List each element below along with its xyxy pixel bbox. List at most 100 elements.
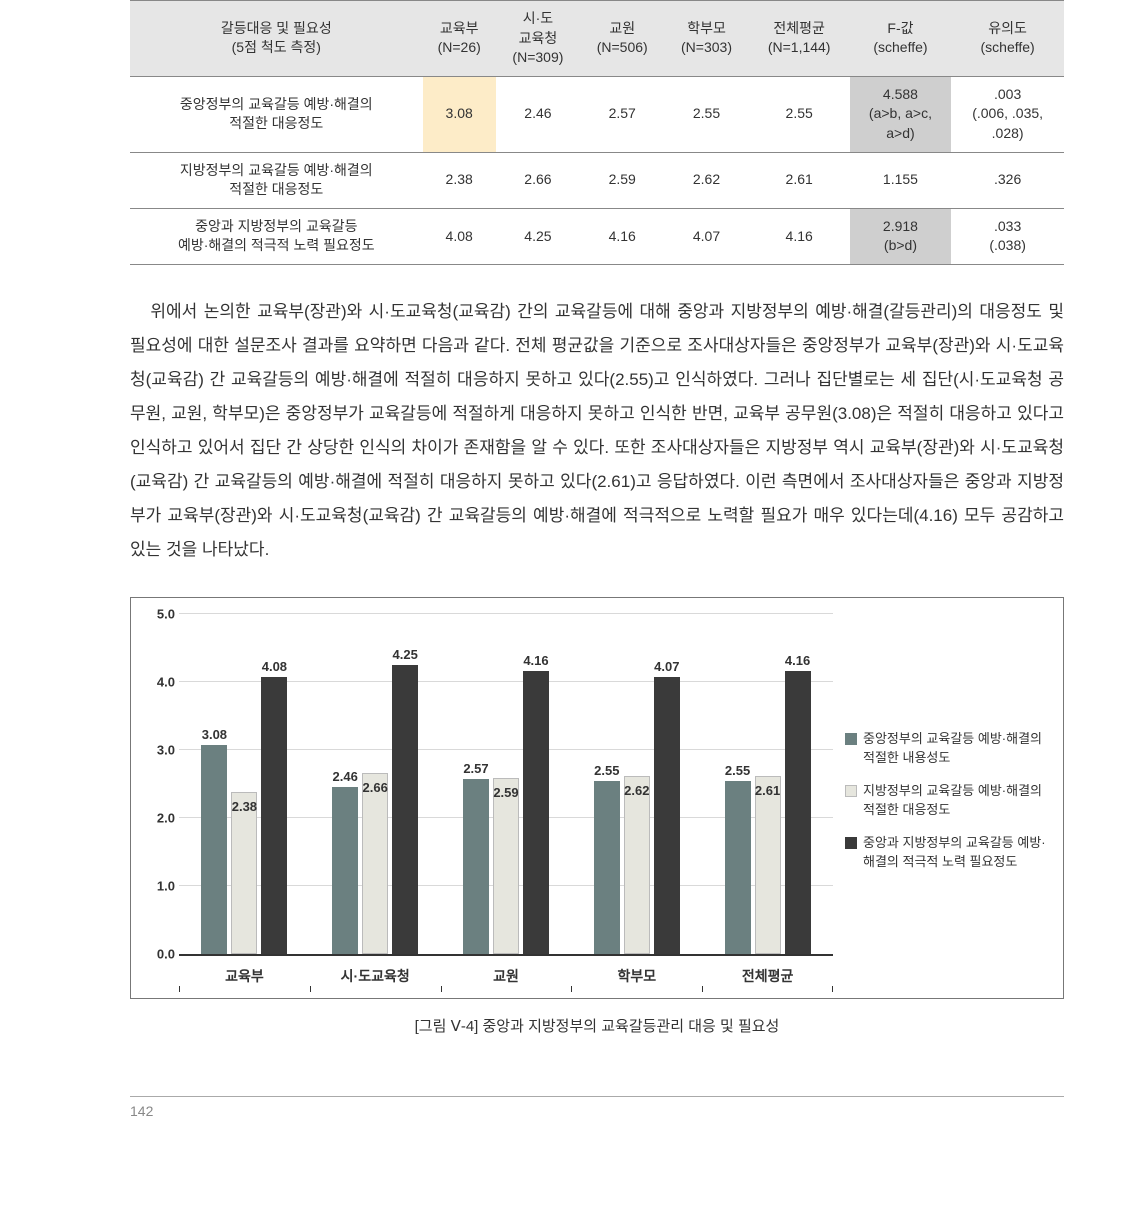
th-item: 갈등대응 및 필요성(5점 척도 측정) — [130, 1, 423, 77]
bar-value-label: 2.62 — [624, 783, 649, 798]
y-axis-label: 2.0 — [143, 810, 175, 825]
bar-group: 2.46 2.66 4.25 — [310, 616, 441, 954]
bar-value-label: 4.25 — [393, 647, 418, 662]
x-axis-label: 시·도교육청 — [310, 956, 441, 986]
th-group-c: 교원(N=506) — [580, 1, 664, 77]
legend-swatch-icon — [845, 733, 857, 745]
table-cell: 2.55 — [664, 76, 748, 152]
bar-group: 2.55 2.62 4.07 — [571, 616, 702, 954]
th-mean: 전체평균(N=1,144) — [749, 1, 850, 77]
table-cell: 1.155 — [850, 152, 952, 208]
th-group-a: 교육부(N=26) — [423, 1, 496, 77]
table-cell: 2.918(b>d) — [850, 208, 952, 264]
bar-group: 2.55 2.61 4.16 — [702, 616, 833, 954]
bar-value-label: 2.66 — [363, 780, 388, 795]
bar: 2.66 — [362, 773, 388, 954]
bar-value-label: 2.55 — [594, 763, 619, 778]
table-row: 중앙과 지방정부의 교육갈등예방·해결의 적극적 노력 필요정도4.084.25… — [130, 208, 1064, 264]
table-cell: 2.66 — [496, 152, 580, 208]
legend-label: 중앙정부의 교육갈등 예방·해결의 적절한 내용성도 — [863, 730, 1051, 768]
table-row: 중앙정부의 교육갈등 예방·해결의적절한 대응정도3.082.462.572.5… — [130, 76, 1064, 152]
x-axis-label: 교육부 — [179, 956, 310, 986]
table-row: 지방정부의 교육갈등 예방·해결의적절한 대응정도2.382.662.592.6… — [130, 152, 1064, 208]
table-header-row: 갈등대응 및 필요성(5점 척도 측정) 교육부(N=26) 시·도교육청(N=… — [130, 1, 1064, 77]
chart-plot-area: 0.01.02.03.04.05.03.082.384.082.462.664.… — [143, 616, 833, 986]
bar: 2.61 — [755, 776, 781, 953]
bar-value-label: 2.55 — [725, 763, 750, 778]
th-group-d: 학부모(N=303) — [664, 1, 748, 77]
bar-value-label: 2.59 — [493, 785, 518, 800]
bar-value-label: 2.57 — [463, 761, 488, 776]
table-cell: .326 — [951, 152, 1064, 208]
table-cell: 4.08 — [423, 208, 496, 264]
legend-item: 중앙과 지방정부의 교육갈등 예방·해결의 적극적 노력 필요정도 — [845, 834, 1051, 872]
bar-chart-figure: 0.0 1.0 2.0 3.0 4.0 5.0 3.08 2.38 4.08 2.46 2.66 4.… — [130, 597, 1064, 999]
table-cell: 4.588(a>b, a>c,a>d) — [850, 76, 952, 152]
x-axis-label: 교원 — [441, 956, 572, 986]
y-axis-label: 1.0 — [143, 878, 175, 893]
bar-value-label: 2.61 — [755, 783, 780, 798]
bar: 2.38 — [231, 792, 257, 954]
th-sig: 유의도(scheffe) — [951, 1, 1064, 77]
paragraph-text: 위에서 논의한 교육부(장관)와 시·도교육청(교육감) 간의 교육갈등에 대해… — [130, 302, 1064, 559]
th-fvalue: F-값(scheffe) — [850, 1, 952, 77]
bar: 2.59 — [493, 778, 519, 954]
table-cell: 2.62 — [664, 152, 748, 208]
table-cell: .003(.006, .035,.028) — [951, 76, 1064, 152]
bar: 4.16 — [785, 671, 811, 954]
table-cell: 2.59 — [580, 152, 664, 208]
bar: 4.08 — [261, 677, 287, 954]
body-paragraph: 위에서 논의한 교육부(장관)와 시·도교육청(교육감) 간의 교육갈등에 대해… — [130, 295, 1064, 567]
data-table: 갈등대응 및 필요성(5점 척도 측정) 교육부(N=26) 시·도교육청(N=… — [130, 0, 1064, 265]
x-axis-label: 전체평균 — [702, 956, 833, 986]
table-cell: 2.57 — [580, 76, 664, 152]
bar: 2.57 — [463, 779, 489, 954]
bar-value-label: 2.38 — [232, 799, 257, 814]
table-cell: 4.25 — [496, 208, 580, 264]
bar: 3.08 — [201, 745, 227, 954]
table-cell: 2.55 — [749, 76, 850, 152]
th-group-b: 시·도교육청(N=309) — [496, 1, 580, 77]
page-number: 142 — [130, 1103, 153, 1119]
table-cell: 2.46 — [496, 76, 580, 152]
table-cell: 3.08 — [423, 76, 496, 152]
legend-label: 중앙과 지방정부의 교육갈등 예방·해결의 적극적 노력 필요정도 — [863, 834, 1051, 872]
table-cell: 2.61 — [749, 152, 850, 208]
table-cell: 4.16 — [580, 208, 664, 264]
y-axis-label: 3.0 — [143, 742, 175, 757]
y-axis-label: 5.0 — [143, 606, 175, 621]
table-cell: 지방정부의 교육갈등 예방·해결의적절한 대응정도 — [130, 152, 423, 208]
bar: 2.55 — [594, 781, 620, 954]
y-axis-label: 4.0 — [143, 674, 175, 689]
chart-legend: 중앙정부의 교육갈등 예방·해결의 적절한 내용성도지방정부의 교육갈등 예방·… — [833, 616, 1051, 986]
bar-value-label: 4.16 — [785, 653, 810, 668]
bar-value-label: 4.08 — [262, 659, 287, 674]
bar: 4.07 — [654, 677, 680, 954]
bar-value-label: 4.07 — [654, 659, 679, 674]
legend-swatch-icon — [845, 785, 857, 797]
bar-group: 2.57 2.59 4.16 — [441, 616, 572, 954]
bar: 2.62 — [624, 776, 650, 954]
legend-item: 중앙정부의 교육갈등 예방·해결의 적절한 내용성도 — [845, 730, 1051, 768]
y-axis-label: 0.0 — [143, 946, 175, 961]
table-cell: 4.07 — [664, 208, 748, 264]
table-cell: 중앙과 지방정부의 교육갈등예방·해결의 적극적 노력 필요정도 — [130, 208, 423, 264]
bar: 4.16 — [523, 671, 549, 954]
table-cell: 중앙정부의 교육갈등 예방·해결의적절한 대응정도 — [130, 76, 423, 152]
bar: 2.46 — [332, 787, 358, 954]
bar: 4.25 — [392, 665, 418, 954]
x-axis-label: 학부모 — [571, 956, 702, 986]
legend-item: 지방정부의 교육갈등 예방·해결의 적절한 대응정도 — [845, 782, 1051, 820]
page-footer: 142 — [130, 1096, 1064, 1119]
table-cell: .033(.038) — [951, 208, 1064, 264]
table-cell: 2.38 — [423, 152, 496, 208]
bar-value-label: 2.46 — [333, 769, 358, 784]
legend-swatch-icon — [845, 837, 857, 849]
bar-value-label: 3.08 — [202, 727, 227, 742]
bar: 2.55 — [725, 781, 751, 954]
bar-value-label: 4.16 — [523, 653, 548, 668]
legend-label: 지방정부의 교육갈등 예방·해결의 적절한 대응정도 — [863, 782, 1051, 820]
bar-group: 3.08 2.38 4.08 — [179, 616, 310, 954]
table-cell: 4.16 — [749, 208, 850, 264]
figure-caption: [그림 Ⅴ-4] 중앙과 지방정부의 교육갈등관리 대응 및 필요성 — [130, 1015, 1064, 1036]
